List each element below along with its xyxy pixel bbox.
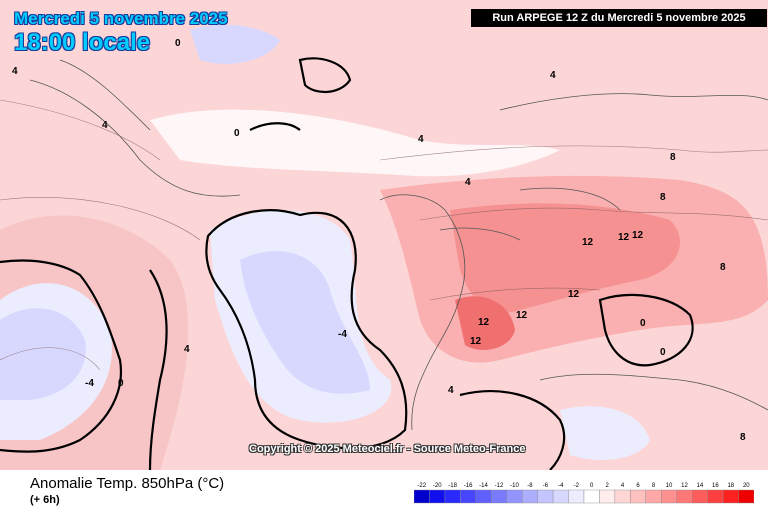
contour-label-12: 12 <box>618 232 630 243</box>
contour-label-4: 4 <box>184 344 190 355</box>
legend-tick-label: 2 <box>606 483 610 489</box>
contour-label-0: 0 <box>640 318 646 329</box>
legend-tick-label: -10 <box>510 483 519 489</box>
legend-color-swatch <box>614 489 631 504</box>
legend-tick-label: 18 <box>727 483 734 489</box>
legend-tick-label: -2 <box>574 483 580 489</box>
legend-tick-label: -12 <box>495 483 504 489</box>
legend-color-swatch <box>738 489 754 504</box>
legend-color-swatch <box>707 489 724 504</box>
contour-label-8: 8 <box>670 152 676 163</box>
legend-color-swatch <box>537 489 554 504</box>
legend-color-swatch <box>645 489 662 504</box>
legend-tick-label: 16 <box>712 483 719 489</box>
contour-label-4: 4 <box>448 385 454 396</box>
legend-color-swatch <box>491 489 508 504</box>
legend-color-swatch <box>460 489 477 504</box>
legend-color-swatch <box>506 489 523 504</box>
legend-tick-label: 10 <box>666 483 673 489</box>
legend-color-swatch <box>552 489 569 504</box>
legend-tick-label: 12 <box>681 483 688 489</box>
contour-label-neg4: -4 <box>85 378 94 389</box>
contour-label-12: 12 <box>516 310 528 321</box>
contour-label-0: 0 <box>175 38 181 49</box>
legend-color-swatch <box>583 489 600 504</box>
contour-label-4: 4 <box>550 70 556 81</box>
legend-tick-label: -20 <box>433 483 442 489</box>
copyright-notice: Copyright © 2025 Meteociel.fr - Source M… <box>249 443 526 455</box>
legend-color-swatch <box>676 489 693 504</box>
contour-label-4: 4 <box>102 120 108 131</box>
forecast-date: Mercredi 5 novembre 2025 <box>14 9 228 28</box>
legend-color-swatch <box>599 489 616 504</box>
contour-label-12: 12 <box>582 237 594 248</box>
contour-label-4: 4 <box>465 177 471 188</box>
legend-color-swatch <box>475 489 492 504</box>
contour-label-4: 4 <box>418 134 424 145</box>
legend-tick-label: -14 <box>479 483 488 489</box>
legend-color-swatch <box>414 489 430 504</box>
legend-color-swatch <box>722 489 739 504</box>
contour-label-0: 0 <box>118 378 124 389</box>
contour-label-8: 8 <box>720 262 726 273</box>
legend-tick-label: -8 <box>527 483 533 489</box>
contour-label-12: 12 <box>632 230 644 241</box>
legend-tick-label: -22 <box>417 483 426 489</box>
legend-tick-label: -6 <box>543 483 549 489</box>
legend-color-swatch <box>568 489 585 504</box>
contour-label-0: 0 <box>234 128 240 139</box>
temperature-anomaly-map: 4 4 0 0 4 4 -4 -4 0 4 12 12 12 12 12 12 … <box>0 0 768 470</box>
legend-tick-label: 20 <box>743 483 750 489</box>
model-run-info: Run ARPEGE 12 Z du Mercredi 5 novembre 2… <box>471 9 767 27</box>
legend-color-swatch <box>661 489 678 504</box>
legend-tick-label: -18 <box>448 483 457 489</box>
legend-tick-label: -4 <box>558 483 564 489</box>
contour-label-12: 12 <box>568 289 580 300</box>
legend-color-swatch <box>692 489 708 504</box>
legend-color-swatch <box>521 489 538 504</box>
contour-label-12: 12 <box>470 336 482 347</box>
forecast-step: (+ 6h) <box>30 494 60 506</box>
legend-tick-label: -16 <box>464 483 473 489</box>
legend-tick-label: 8 <box>652 483 656 489</box>
variable-title: Anomalie Temp. 850hPa (°C) <box>30 475 225 492</box>
forecast-local-time: 18:00 locale <box>14 29 151 56</box>
contour-label-8: 8 <box>660 192 666 203</box>
legend-tick-label: 4 <box>621 483 625 489</box>
contour-label-8: 8 <box>740 432 746 443</box>
footer-panel: Anomalie Temp. 850hPa (°C) (+ 6h) -22 -20… <box>0 470 768 512</box>
legend-tick-label: 14 <box>697 483 704 489</box>
legend-color-swatch <box>444 489 461 504</box>
contour-label-12: 12 <box>478 317 490 328</box>
legend-color-swatch <box>429 489 446 504</box>
legend-tick-label: 0 <box>590 483 594 489</box>
color-scale-legend: -22 -20 -18 -16 -14 -12 -10 -8 -6 -4 -2 0 2 4 6 8 10 12 14… <box>414 483 754 504</box>
contour-label-4: 4 <box>12 66 18 77</box>
legend-color-swatch <box>630 489 647 504</box>
contour-label-0: 0 <box>660 347 666 358</box>
legend-tick-label: 6 <box>636 483 640 489</box>
contour-label-neg4: -4 <box>338 329 347 340</box>
